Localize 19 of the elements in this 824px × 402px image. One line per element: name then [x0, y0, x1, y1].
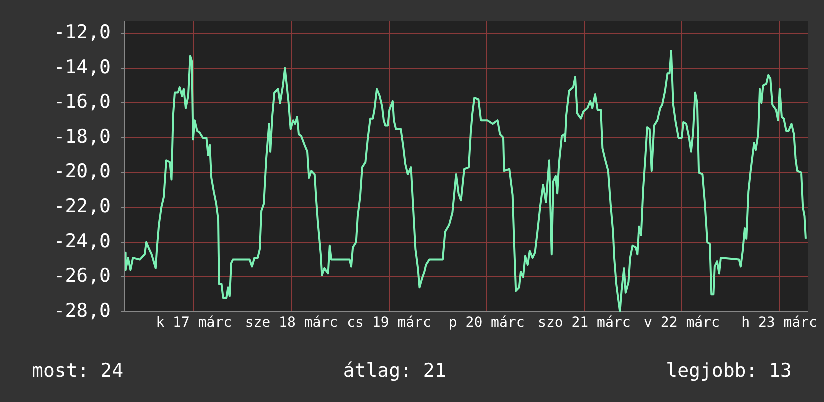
text: átlag: 21	[343, 360, 446, 382]
x-tick-label: sze 18 márc	[245, 315, 338, 332]
text: legjobb: 13	[666, 360, 792, 382]
y-tick-label: -12,0	[54, 22, 111, 44]
y-tick-label: -26,0	[54, 265, 111, 288]
y-tick-label: -24,0	[54, 230, 111, 252]
y-tick-label: -16,0	[54, 91, 111, 114]
x-tick-label: cs 19 márc	[347, 315, 432, 332]
y-tick-label: -28,0	[54, 300, 111, 322]
y-tick-label: -14,0	[54, 56, 111, 78]
x-tick-label: h 23 márc	[742, 315, 818, 332]
y-tick-label: -20,0	[54, 160, 111, 183]
x-tick-label: k 17 márc	[156, 315, 232, 332]
y-tick-label: -18,0	[54, 126, 111, 148]
text: most: 24	[32, 360, 124, 382]
x-tick-label: v 22 márc	[644, 315, 720, 332]
x-tick-label: p 20 márc	[448, 315, 525, 332]
x-tick-label: szo 21 márc	[538, 315, 631, 332]
y-tick-label: -22,0	[54, 196, 111, 218]
